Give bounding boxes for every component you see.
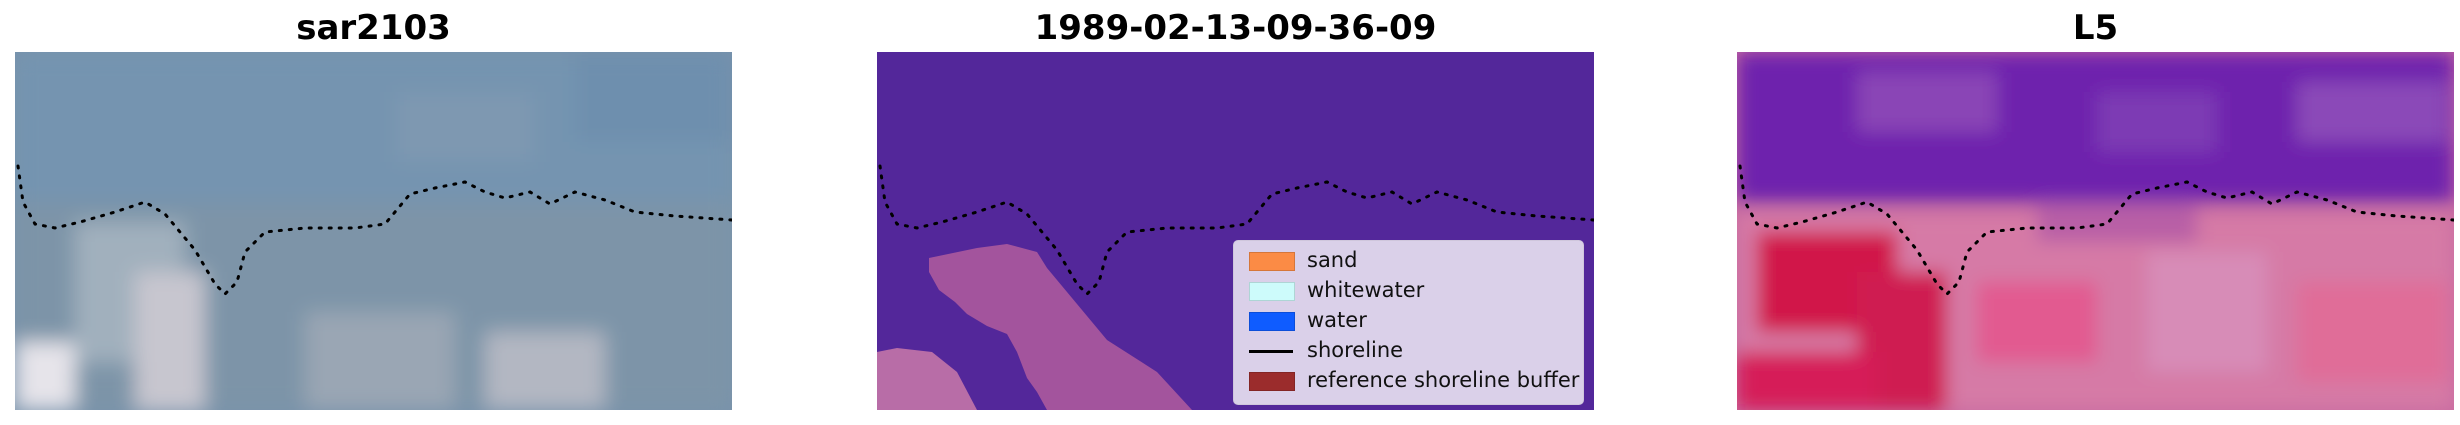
index-image <box>1737 52 2454 410</box>
legend-label: sand <box>1307 248 1358 272</box>
panel-index: L5 <box>1737 0 2454 425</box>
legend-item-shoreline: shoreline <box>1244 336 1574 364</box>
legend-item-sand: sand <box>1244 246 1574 274</box>
legend-line <box>1249 350 1293 353</box>
shoreline-line <box>16 164 732 297</box>
panel-title: L5 <box>2072 8 2119 48</box>
legend-swatch <box>1249 312 1295 331</box>
legend-swatch <box>1249 282 1295 301</box>
panel-title: 1989-02-13-09-36-09 <box>1034 8 1437 48</box>
legend-label: water <box>1307 308 1367 332</box>
index-canvas <box>1737 52 2454 410</box>
legend-label: shoreline <box>1307 338 1404 362</box>
reference-buffer-region <box>929 244 1192 410</box>
panel-title: sar2103 <box>296 8 451 48</box>
legend-item-water: water <box>1244 306 1574 334</box>
legend-swatch <box>1249 372 1295 391</box>
legend-item-reference-buffer: reference shoreline buffer <box>1244 366 1579 394</box>
rgb-image-canvas <box>15 52 732 410</box>
panel-rgb: sar2103 <box>15 0 732 425</box>
shoreline-line <box>1738 164 2454 297</box>
legend-swatch <box>1249 252 1295 271</box>
legend-item-whitewater: whitewater <box>1244 276 1574 304</box>
legend-label: reference shoreline buffer <box>1307 368 1580 392</box>
shoreline-line <box>878 164 1594 297</box>
legend-label: whitewater <box>1307 278 1425 302</box>
rgb-image <box>15 52 732 410</box>
reference-buffer-region-2 <box>877 348 977 410</box>
legend: sand whitewater water shoreline referenc… <box>1233 240 1584 405</box>
